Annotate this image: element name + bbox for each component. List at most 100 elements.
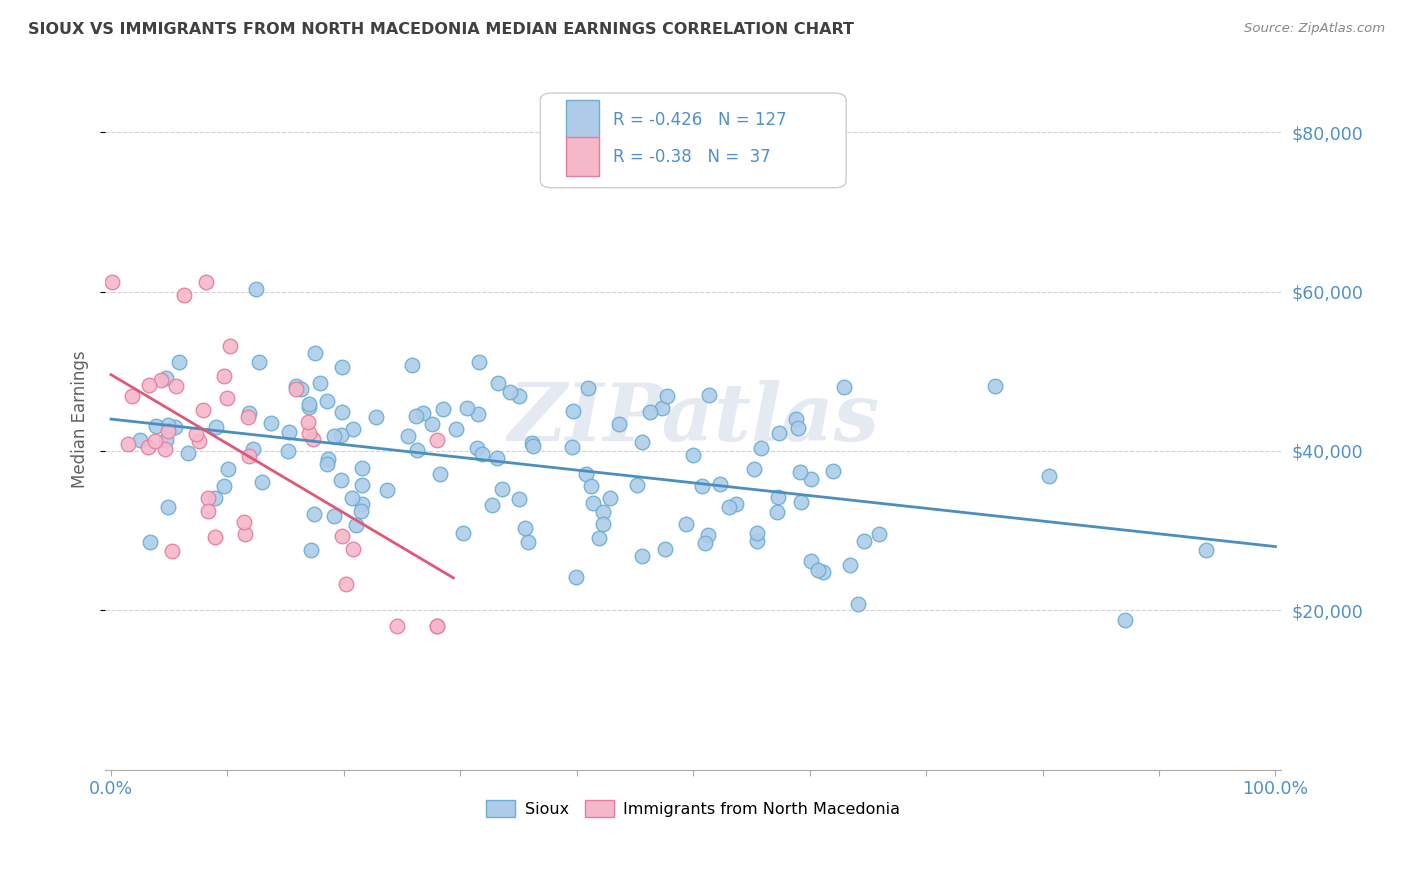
- Point: [285, 378, 308, 392]
- Point: [499, 384, 522, 399]
- Point: [136, 440, 159, 454]
- Point: [204, 420, 226, 434]
- Point: [561, 404, 583, 418]
- Point: [298, 426, 321, 441]
- Point: [426, 619, 449, 633]
- Y-axis label: Median Earnings: Median Earnings: [72, 351, 89, 488]
- Point: [342, 542, 364, 557]
- Point: [592, 516, 614, 531]
- Point: [377, 483, 399, 497]
- Point: [330, 529, 353, 543]
- Point: [626, 477, 648, 491]
- Point: [579, 479, 602, 493]
- Point: [129, 434, 152, 448]
- Point: [215, 391, 238, 405]
- Point: [471, 447, 494, 461]
- Point: [432, 401, 454, 416]
- Point: [575, 467, 598, 481]
- Point: [335, 577, 357, 591]
- Point: [522, 439, 544, 453]
- Point: [316, 394, 339, 409]
- Point: [607, 417, 630, 432]
- Point: [304, 345, 326, 359]
- Point: [406, 442, 429, 457]
- Legend: Sioux, Immigrants from North Macedonia: Sioux, Immigrants from North Macedonia: [478, 792, 908, 825]
- Point: [832, 380, 855, 394]
- Point: [465, 441, 488, 455]
- Point: [242, 442, 264, 457]
- Point: [329, 428, 352, 442]
- Point: [156, 500, 179, 514]
- Point: [592, 505, 614, 519]
- Point: [173, 287, 195, 301]
- Point: [675, 517, 697, 532]
- Point: [800, 554, 823, 568]
- Point: [429, 467, 451, 482]
- Point: [693, 536, 716, 550]
- Point: [260, 416, 283, 430]
- Point: [316, 457, 339, 471]
- Point: [350, 477, 373, 491]
- Point: [197, 491, 219, 505]
- Point: [725, 497, 748, 511]
- Point: [785, 412, 807, 426]
- Text: Source: ZipAtlas.com: Source: ZipAtlas.com: [1244, 22, 1385, 36]
- Point: [811, 565, 834, 579]
- Point: [250, 475, 273, 489]
- Point: [156, 424, 179, 438]
- Point: [582, 496, 605, 510]
- Point: [508, 389, 530, 403]
- Point: [214, 479, 236, 493]
- Point: [352, 497, 374, 511]
- Point: [342, 422, 364, 436]
- Point: [868, 527, 890, 541]
- Point: [749, 441, 772, 455]
- Point: [167, 355, 190, 369]
- Point: [301, 542, 323, 557]
- Point: [561, 440, 583, 454]
- Point: [588, 531, 610, 545]
- Point: [839, 558, 862, 573]
- Point: [149, 373, 172, 387]
- Point: [145, 419, 167, 434]
- Text: R = -0.38   N =  37: R = -0.38 N = 37: [613, 148, 770, 166]
- Point: [245, 282, 267, 296]
- FancyBboxPatch shape: [540, 93, 846, 187]
- Point: [789, 495, 811, 509]
- Point: [165, 378, 187, 392]
- Point: [692, 479, 714, 493]
- Point: [513, 521, 536, 535]
- Point: [219, 339, 242, 353]
- Point: [155, 370, 177, 384]
- Point: [766, 490, 789, 504]
- Point: [1038, 468, 1060, 483]
- Point: [682, 448, 704, 462]
- Point: [745, 526, 768, 541]
- Point: [330, 405, 353, 419]
- Point: [138, 378, 160, 392]
- Point: [654, 542, 676, 557]
- Point: [277, 444, 299, 458]
- Point: [426, 619, 449, 633]
- Point: [191, 403, 214, 417]
- Point: [117, 437, 139, 451]
- Point: [853, 534, 876, 549]
- Point: [696, 528, 718, 542]
- Point: [786, 420, 808, 434]
- Point: [564, 570, 586, 584]
- Point: [789, 465, 811, 479]
- Point: [177, 445, 200, 459]
- Point: [697, 387, 720, 401]
- Point: [233, 527, 256, 541]
- Point: [197, 504, 219, 518]
- Point: [491, 482, 513, 496]
- Point: [456, 401, 478, 416]
- Point: [396, 428, 419, 442]
- Point: [412, 406, 434, 420]
- Point: [236, 409, 259, 424]
- Point: [302, 432, 325, 446]
- Point: [1114, 613, 1136, 627]
- Point: [640, 405, 662, 419]
- Text: R = -0.426   N = 127: R = -0.426 N = 127: [613, 112, 787, 129]
- Point: [238, 450, 260, 464]
